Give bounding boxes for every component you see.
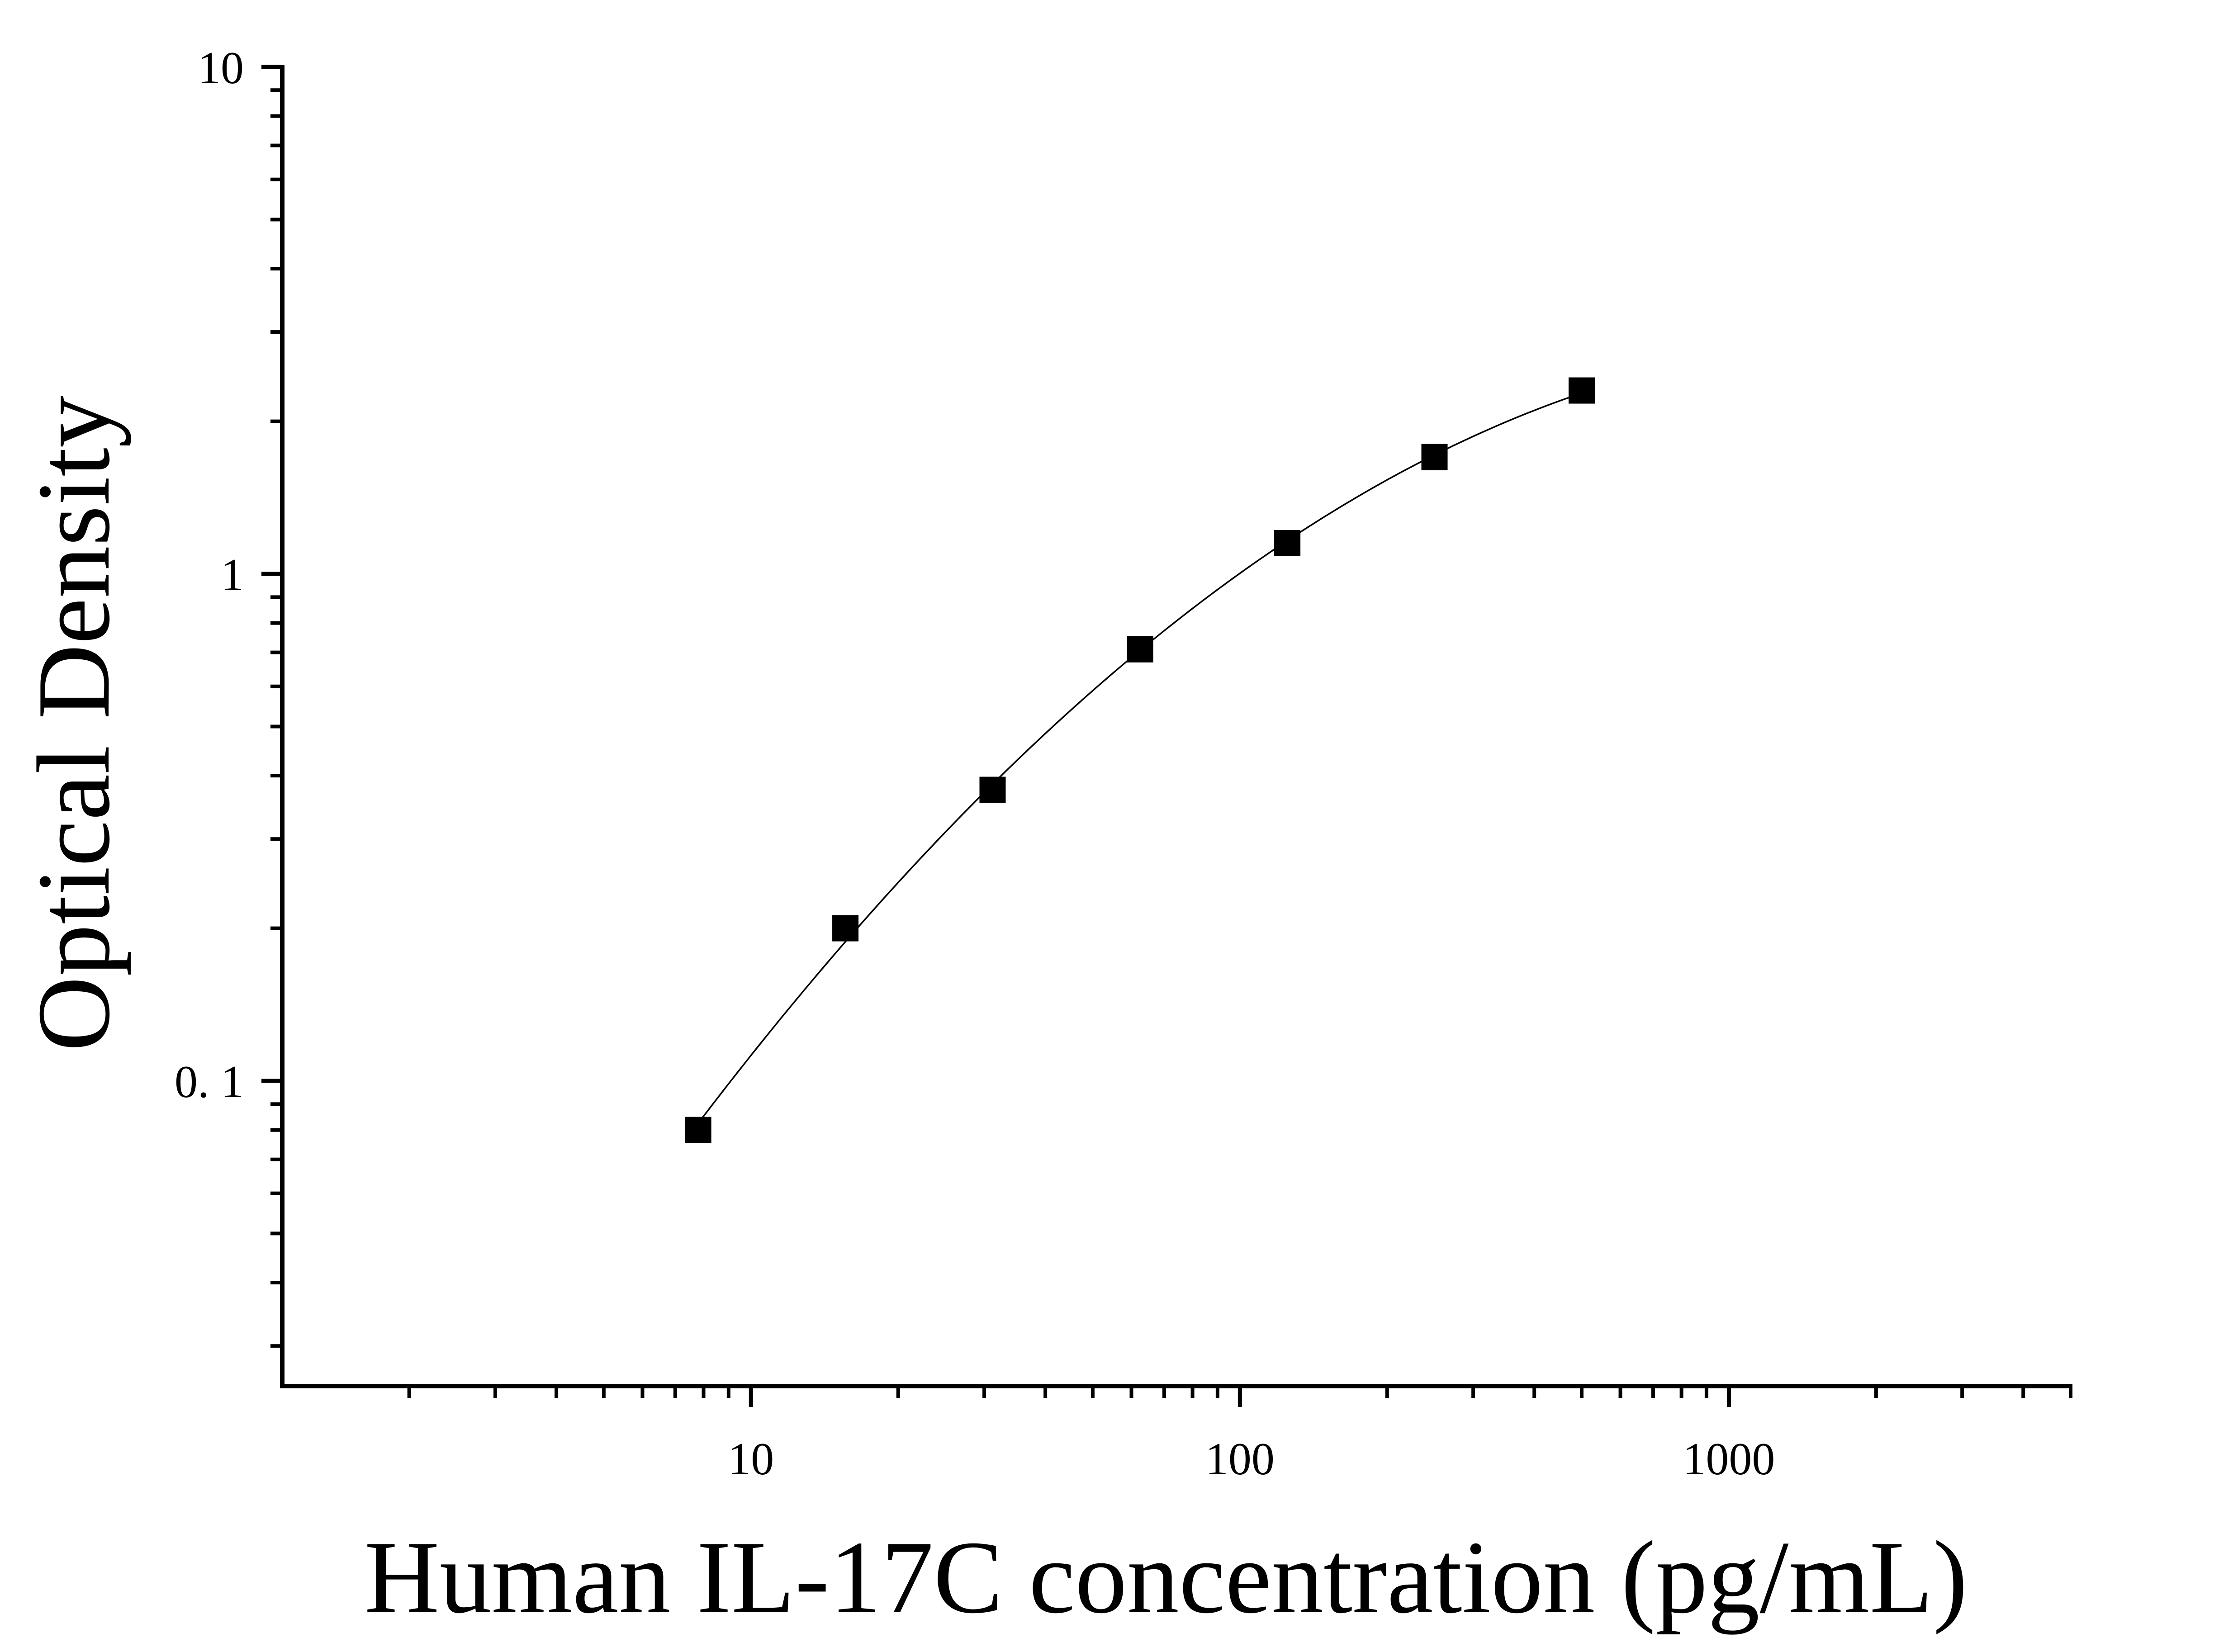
data-points <box>685 377 1595 1143</box>
x-tick-label: 1000 <box>1683 1434 1775 1485</box>
y-tick-label: 10 <box>198 43 244 94</box>
y-axis-title: Optical Density <box>16 396 131 1051</box>
x-axis-title: Human IL-17C concentration (pg/mL) <box>365 1519 1968 1635</box>
fit-curve-layer <box>697 392 1582 1124</box>
fit-curve <box>697 392 1582 1124</box>
data-point <box>1421 444 1448 470</box>
axes <box>261 65 2072 1407</box>
x-tick-label: 100 <box>1205 1434 1275 1485</box>
y-tick-label: 1 <box>221 549 244 601</box>
data-point <box>685 1117 711 1143</box>
data-point <box>1568 377 1595 404</box>
y-tick-label: 0. 1 <box>175 1056 244 1108</box>
data-point <box>1127 636 1153 663</box>
x-tick-label: 10 <box>728 1434 774 1485</box>
data-point <box>832 915 859 942</box>
tick-labels: 10 100 1000 0. 1 1 10 <box>175 43 1775 1485</box>
data-point <box>1274 530 1301 556</box>
data-point <box>979 776 1006 803</box>
